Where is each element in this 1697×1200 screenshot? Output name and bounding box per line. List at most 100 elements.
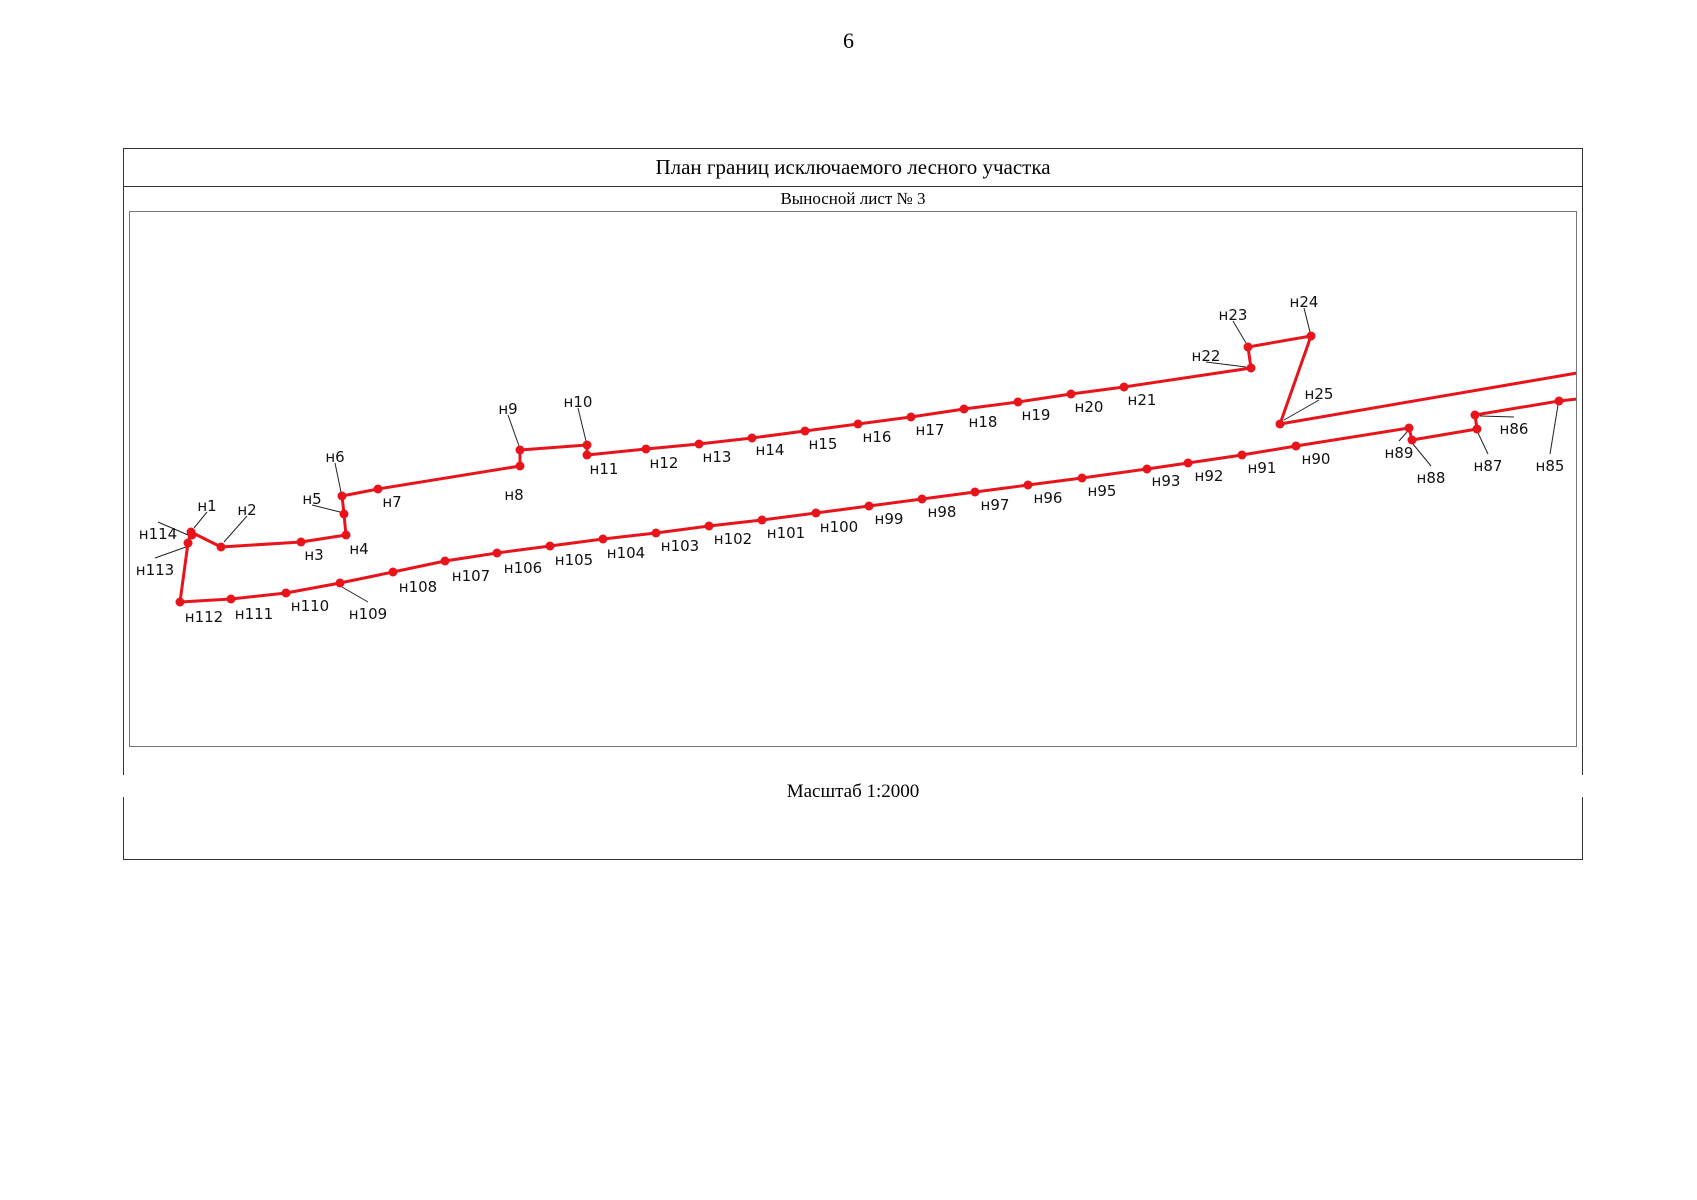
point-label: н90 <box>1302 450 1331 468</box>
boundary-point-н99 <box>864 501 874 511</box>
boundary-point-н105 <box>545 541 555 551</box>
boundary-point-н16 <box>853 419 863 429</box>
point-label: н18 <box>969 413 998 431</box>
leader-line <box>154 546 187 559</box>
boundary-point-н13 <box>694 439 704 449</box>
leader-line <box>1549 404 1559 455</box>
point-label: н15 <box>809 435 838 453</box>
point-label: н12 <box>650 454 679 472</box>
boundary-point-н114 <box>187 530 197 540</box>
point-label: н3 <box>304 546 323 564</box>
boundary-point-н113 <box>183 538 193 548</box>
boundary-point-н10 <box>582 440 592 450</box>
point-label: н103 <box>661 537 699 555</box>
point-label: н14 <box>756 441 785 459</box>
boundary-point-н108 <box>388 567 398 577</box>
boundary-map: н1 н2 н3 н4 н5 н6 н7 н8 н9 н10 н11 н12 н13 н14 н15 н16 н… <box>136 293 1576 626</box>
boundary-point-н11 <box>582 450 592 460</box>
boundary-point-н6 <box>337 491 347 501</box>
boundary-point-н91 <box>1237 450 1247 460</box>
point-label: н9 <box>498 400 517 418</box>
leader-line <box>577 407 587 442</box>
boundary-point-н17 <box>906 412 916 422</box>
point-label: н86 <box>1500 420 1529 438</box>
point-label: н87 <box>1474 457 1503 475</box>
boundary-point-н106 <box>492 548 502 558</box>
point-label: н114 <box>139 525 177 543</box>
boundary-line-inner <box>178 399 1560 604</box>
boundary-point-н104 <box>598 534 608 544</box>
map-area: н1 н2 н3 н4 н5 н6 н7 н8 н9 н10 н11 н12 н13 н14 н15 н16 н… <box>129 211 1577 747</box>
point-label: н8 <box>504 486 523 504</box>
point-label: н88 <box>1417 469 1446 487</box>
point-label: н95 <box>1088 482 1117 500</box>
boundary-point-н22 <box>1246 363 1256 373</box>
point-label: н89 <box>1385 444 1414 462</box>
boundary-point-н8 <box>515 461 525 471</box>
boundary-point-н21 <box>1119 382 1129 392</box>
point-label: н101 <box>767 524 805 542</box>
point-label: н104 <box>607 544 645 562</box>
point-label: н93 <box>1152 472 1181 490</box>
point-label: н16 <box>863 428 892 446</box>
point-label: н13 <box>703 448 732 466</box>
point-label: н110 <box>291 597 329 615</box>
boundary-point-н111 <box>226 594 236 604</box>
boundary-point-н4 <box>341 530 351 540</box>
leader-line <box>1205 361 1247 368</box>
boundary-point-н103 <box>651 528 661 538</box>
point-label: н24 <box>1290 293 1319 311</box>
boundary-point-н102 <box>704 521 714 531</box>
point-label: н113 <box>136 561 174 579</box>
sheet-subtitle: Выносной лист № 3 <box>780 189 926 208</box>
scale-label: Масштаб 1:2000 <box>786 781 920 802</box>
boundary-point-н110 <box>281 588 291 598</box>
boundary-point-н95 <box>1077 473 1087 483</box>
point-label: н2 <box>237 501 256 519</box>
boundary-point-н12 <box>641 444 651 454</box>
point-label: н85 <box>1536 457 1565 475</box>
boundary-point-н9 <box>515 445 525 455</box>
point-label: н10 <box>564 393 593 411</box>
leader-line <box>334 462 342 493</box>
point-label: н17 <box>916 421 945 439</box>
point-label: н97 <box>981 496 1010 514</box>
point-label: н20 <box>1075 398 1104 416</box>
leader-line <box>193 511 208 529</box>
point-label: н4 <box>349 540 368 558</box>
point-label: н107 <box>452 567 490 585</box>
leader-line <box>1283 399 1320 421</box>
boundary-point-н100 <box>811 508 821 518</box>
leader-line <box>341 586 369 603</box>
boundary-point-н18 <box>959 404 969 414</box>
point-label: н108 <box>399 578 437 596</box>
boundary-point-н96 <box>1023 480 1033 490</box>
plan-title: План границ исключаемого лесного участка <box>124 149 1582 187</box>
boundary-point-н86 <box>1470 410 1480 420</box>
boundary-point-н90 <box>1291 441 1301 451</box>
boundary-point-н2 <box>216 542 226 552</box>
boundary-point-н5 <box>339 509 349 519</box>
boundary-point-н89 <box>1404 423 1414 433</box>
boundary-point-н109 <box>335 578 345 588</box>
point-label: н96 <box>1034 489 1063 507</box>
point-label: н6 <box>325 448 344 466</box>
boundary-point-н87 <box>1472 424 1482 434</box>
boundary-point-н7 <box>373 484 383 494</box>
boundary-point-н23 <box>1243 342 1253 352</box>
boundary-point-н24 <box>1306 331 1316 341</box>
page-number: 6 <box>843 28 854 53</box>
point-label: н109 <box>349 605 387 623</box>
point-label: н102 <box>714 530 752 548</box>
leader-line <box>507 414 520 447</box>
leader-line <box>311 504 341 513</box>
boundary-point-н88 <box>1407 435 1417 445</box>
leader-line <box>1479 415 1515 418</box>
leader-line <box>1477 432 1489 455</box>
point-label: н1 <box>197 497 216 515</box>
point-label: н7 <box>382 493 401 511</box>
boundary-point-н15 <box>800 426 810 436</box>
boundary-point-н3 <box>296 537 306 547</box>
leader-line <box>1303 307 1311 333</box>
point-label: н11 <box>590 460 619 478</box>
